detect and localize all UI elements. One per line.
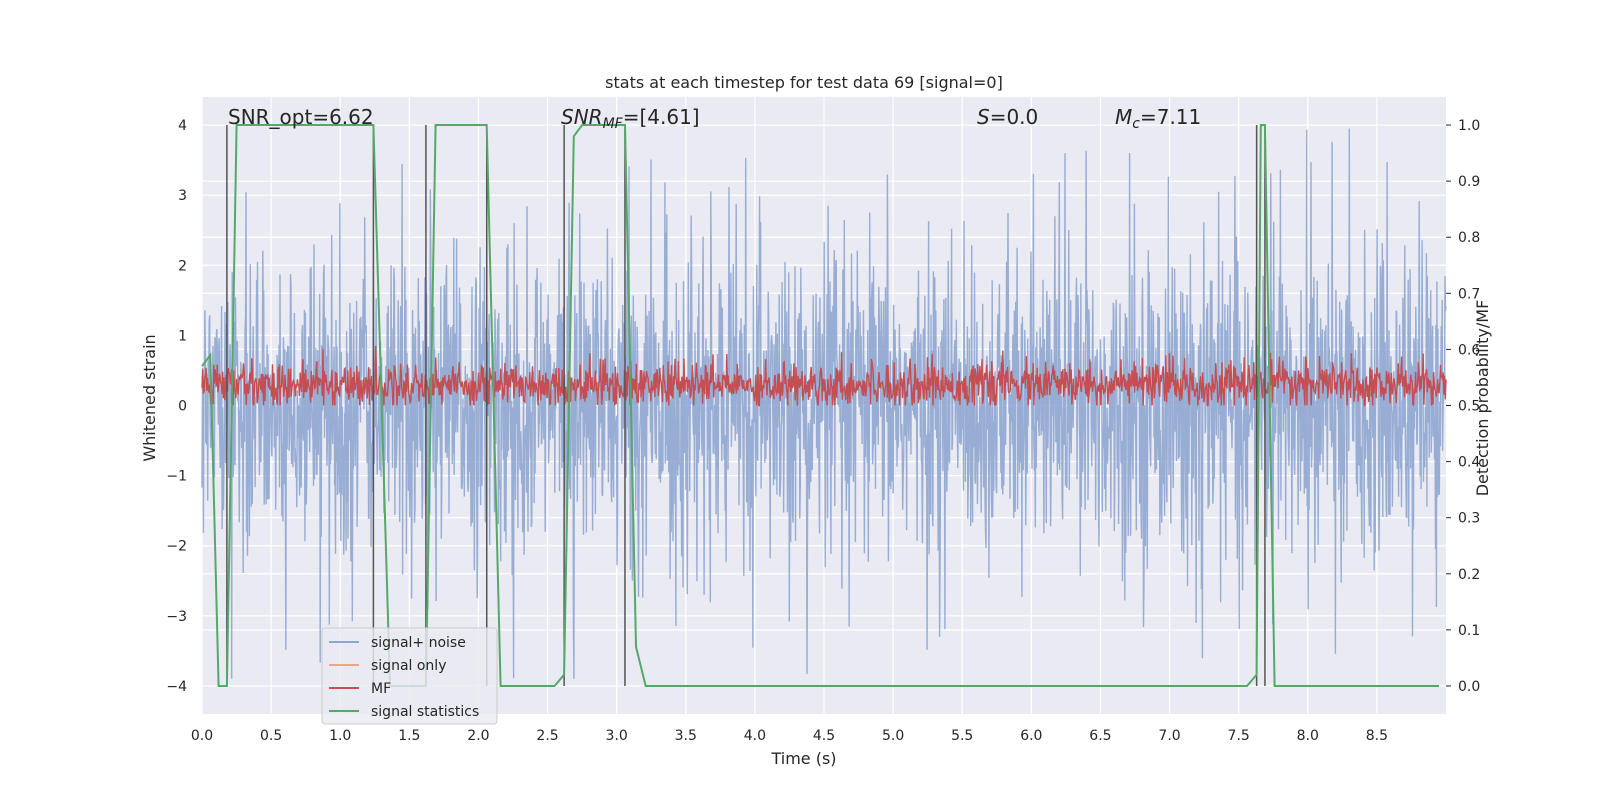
legend-label-mf: MF (371, 681, 391, 697)
x-tick-label: 0.5 (260, 728, 282, 744)
x-tick-label: 2.5 (536, 728, 558, 744)
annotation-snr-mf-value: =[4.61] (623, 105, 700, 129)
annotation-mc: Mc=7.11 (1115, 105, 1201, 132)
y-tick-label: −3 (166, 609, 187, 625)
y-right-axis-label: Detection probability/MF (1473, 300, 1492, 497)
legend-label-signal-only: signal only (371, 658, 446, 674)
y-tick-label: 3 (178, 188, 187, 204)
y-right-tick-label: 0.7 (1458, 286, 1480, 302)
x-tick-label: 1.5 (398, 728, 420, 744)
legend-label-signal-noise: signal+ noise (371, 635, 466, 651)
y-right-axis-ticks: 0.0 0.1 0.2 0.3 0.4 0.5 0.6 0.7 0.8 0.9 1.0 (1446, 118, 1480, 695)
x-tick-label: 2.0 (467, 728, 489, 744)
y-right-tick-label: 0.2 (1458, 567, 1480, 583)
signal-noise-line (201, 128, 1447, 679)
annotation-snr-mf-sub: MF (603, 116, 624, 132)
y-axis-ticks: −4 −3 −2 −1 0 1 2 3 4 (166, 118, 187, 695)
y-right-tick-label: 0.3 (1458, 511, 1480, 527)
y-tick-label: −2 (166, 539, 187, 555)
y-tick-label: 0 (178, 399, 187, 415)
y-right-tick-label: 0.5 (1458, 399, 1480, 415)
annotation-mc-sub: c (1132, 116, 1140, 132)
y-axis-label: Whitened strain (140, 334, 159, 461)
annotation-snr-mf-name: SNR (561, 105, 603, 129)
annotation-s-name: S (977, 105, 990, 129)
y-right-tick-label: 0.8 (1458, 230, 1480, 246)
legend-label-signal-statistics: signal statistics (371, 704, 479, 720)
vertical-markers (226, 125, 1266, 686)
x-tick-label: 8.5 (1366, 728, 1388, 744)
x-tick-label: 7.0 (1158, 728, 1180, 744)
x-axis-ticks: 0.0 0.5 1.0 1.5 2.0 2.5 3.0 3.5 4.0 4.5 5.0 5.5 6.0 6… (191, 728, 1388, 744)
y-right-tick-label: 1.0 (1458, 118, 1480, 134)
x-tick-label: 7.5 (1228, 728, 1250, 744)
y-right-tick-label: 0.9 (1458, 174, 1480, 190)
annotation-mc-value: =7.11 (1140, 105, 1201, 129)
x-tick-label: 5.5 (951, 728, 973, 744)
mf-line (201, 345, 1447, 407)
annotation-snr-opt: SNR_opt=6.62 (228, 105, 374, 129)
legend-box (321, 627, 498, 725)
annotation-mc-name: M (1115, 105, 1132, 129)
x-tick-label: 4.0 (744, 728, 766, 744)
series-signal-noise (201, 128, 1447, 679)
annotation-s-value: =0.0 (990, 105, 1039, 129)
x-tick-label: 6.0 (1020, 728, 1042, 744)
y-right-tick-label: 0.4 (1458, 455, 1480, 471)
y-tick-label: 1 (178, 328, 187, 344)
x-tick-label: 0.0 (191, 728, 213, 744)
x-tick-label: 5.0 (882, 728, 904, 744)
series-mf (201, 345, 1447, 407)
y-tick-label: −4 (166, 679, 187, 695)
chart-title: stats at each timestep for test data 69 … (605, 73, 1003, 92)
legend: signal+ noise signal only MF signal stat… (321, 627, 498, 725)
x-tick-label: 3.5 (675, 728, 697, 744)
x-tick-label: 1.0 (329, 728, 351, 744)
y-tick-label: −1 (166, 469, 187, 485)
y-right-tick-label: 0.0 (1458, 679, 1480, 695)
x-tick-label: 8.0 (1297, 728, 1319, 744)
series-signal-statistics (201, 124, 1440, 687)
y-right-tick-label: 0.1 (1458, 623, 1480, 639)
annotation-snr-mf: SNRMF=[4.61] (561, 105, 700, 132)
y-tick-label: 2 (178, 258, 187, 274)
x-tick-label: 6.5 (1089, 728, 1111, 744)
y-right-tick-label: 0.6 (1458, 342, 1480, 358)
x-tick-label: 4.5 (813, 728, 835, 744)
x-tick-label: 3.0 (606, 728, 628, 744)
y-tick-label: 4 (178, 118, 187, 134)
signal-statistics-line (201, 124, 1440, 687)
x-axis-label: Time (s) (770, 749, 836, 768)
annotation-s: S=0.0 (977, 105, 1038, 129)
